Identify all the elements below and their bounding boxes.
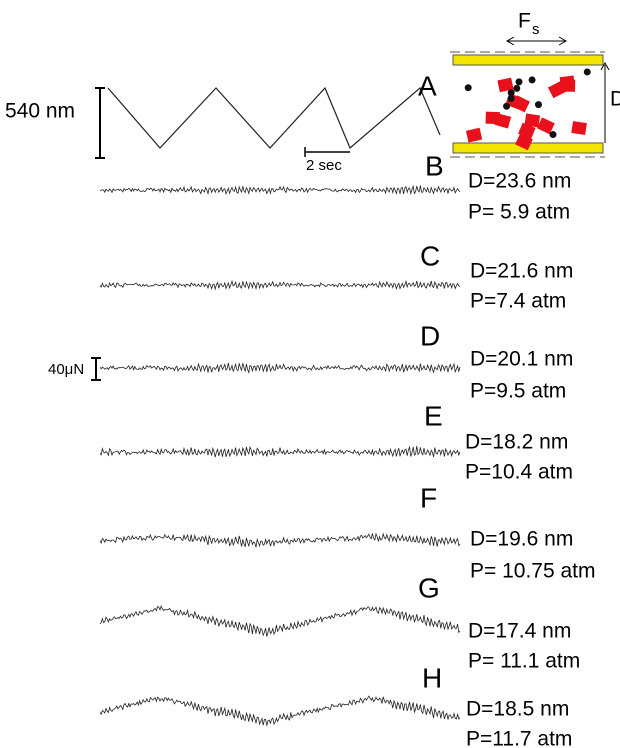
bead [513, 85, 520, 92]
bead [584, 68, 591, 75]
pressure-label: P=10.4 atm [465, 461, 573, 484]
distance-label: D=23.6 nm [468, 170, 571, 193]
panel-letter: F [420, 482, 437, 513]
distance-label: D=21.6 nm [470, 260, 573, 283]
gap-label: D [610, 88, 620, 111]
distance-label: D=18.5 nm [466, 698, 569, 721]
pressure-label: P=11.7 atm [466, 728, 572, 748]
distance-label: D=18.2 nm [465, 431, 568, 454]
particle [571, 121, 587, 135]
panel-letter: C [420, 240, 440, 271]
force-trace [100, 446, 460, 457]
force-trace [100, 363, 460, 373]
force-trace [100, 534, 460, 548]
panel-letter: D [420, 320, 440, 351]
bead [508, 95, 515, 102]
pressure-label: P= 10.75 atm [470, 560, 596, 583]
distance-label: D=17.4 nm [468, 620, 571, 643]
force-label: F [518, 10, 531, 33]
panel-letter: E [424, 400, 443, 431]
scale-label: 540 nm [5, 100, 75, 123]
panel-letter: B [425, 150, 444, 181]
panel-letter: A [418, 70, 437, 101]
scale-label: 40μN [48, 361, 84, 378]
distance-label: D=20.1 nm [470, 348, 573, 371]
pressure-label: P= 5.9 atm [468, 201, 570, 224]
force-trace [100, 606, 460, 637]
panel-letter: H [422, 662, 442, 693]
bead [516, 78, 523, 85]
pressure-label: P=9.5 atm [470, 380, 566, 403]
bead [550, 131, 557, 138]
force-trace [100, 696, 460, 726]
pressure-label: P=7.4 atm [470, 290, 566, 313]
bead [465, 84, 472, 91]
force-trace [100, 281, 460, 289]
scale-label: 2 sec [306, 157, 342, 174]
figure: 540 nm 2 sec 40μN F s D A B D=23.6 nm P= 5.… [0, 0, 620, 748]
particle [466, 128, 482, 143]
bead [503, 103, 510, 110]
force-trace [100, 186, 460, 194]
schematic [450, 37, 609, 157]
pressure-label: P= 11.1 atm [468, 650, 580, 673]
drive-wave [108, 88, 440, 148]
panel-letter: G [418, 572, 440, 603]
bead [529, 76, 536, 83]
distance-label: D=19.6 nm [470, 528, 573, 551]
bead [535, 101, 542, 108]
particle [561, 80, 575, 92]
force-subscript: s [532, 21, 540, 38]
